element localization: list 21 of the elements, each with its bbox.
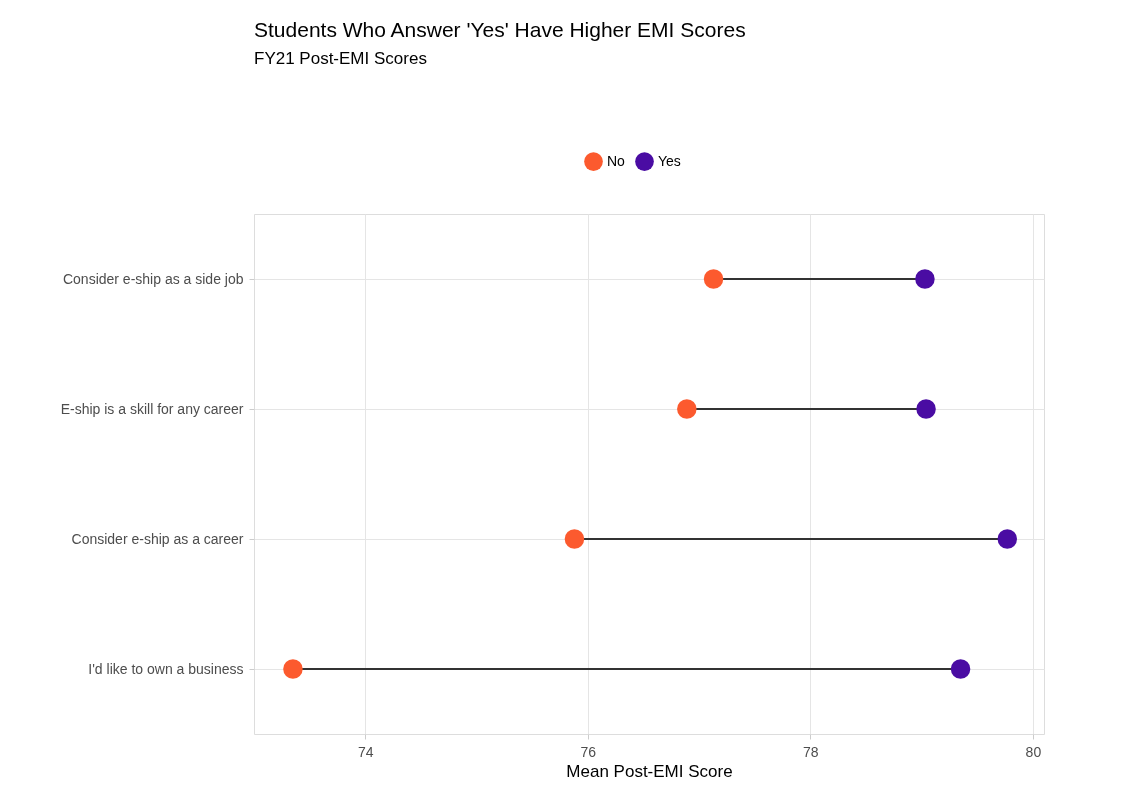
chart-subtitle: FY21 Post-EMI Scores (254, 49, 427, 68)
legend-label: Yes (658, 152, 681, 169)
point (677, 399, 697, 419)
x-tick-label: 78 (803, 743, 819, 760)
x-tick-label: 80 (1025, 743, 1042, 760)
x-tick-label: 74 (357, 743, 374, 760)
legend-label: No (607, 152, 626, 169)
point (915, 269, 935, 289)
x-axis-title: Mean Post-EMI Score (566, 761, 733, 781)
point (564, 529, 585, 549)
chart-title: Students Who Answer 'Yes' Have Higher EMI Scores (254, 18, 746, 41)
y-tick-label: E-ship is a skill for any career (60, 400, 244, 417)
point (703, 269, 724, 289)
y-tick-label: Consider e-ship as a career (71, 530, 244, 547)
point (283, 659, 303, 679)
point (916, 399, 936, 419)
y-tick-label: I'd like to own a business (88, 660, 244, 677)
x-tick-label: 76 (580, 743, 597, 760)
point (997, 529, 1018, 549)
point (950, 659, 971, 679)
y-tick-label: Consider e-ship as a side job (62, 270, 244, 287)
